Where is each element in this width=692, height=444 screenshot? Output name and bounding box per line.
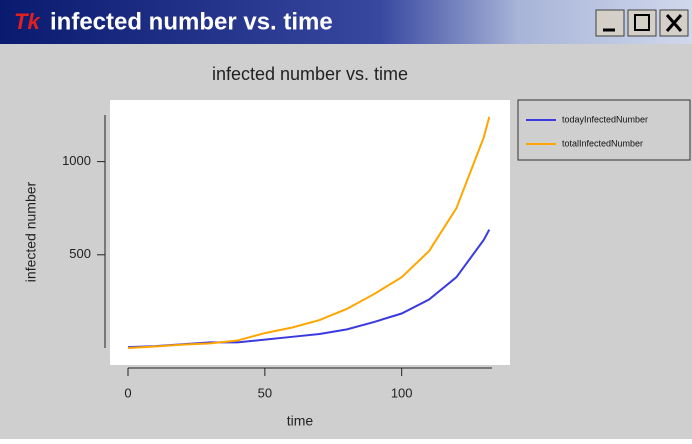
series-line [127,116,491,349]
legend-label: todayInfectedNumber [562,114,648,124]
app-icon: Tk [14,9,41,34]
plot-area [110,100,510,365]
x-tick-label: 0 [124,385,131,400]
title-bar [0,0,692,44]
chart-title: infected number vs. time [212,64,408,84]
window-buttons [595,9,689,37]
y-axis-label: infected number [23,181,39,282]
x-axis-label: time [287,413,314,429]
x-tick-label: 100 [391,385,413,400]
x-tick-label: 50 [258,385,272,400]
legend [517,99,691,161]
y-tick-label: 500 [69,246,91,261]
minimize-button[interactable] [595,9,625,37]
maximize-button[interactable] [627,9,657,37]
maximize-icon [634,14,650,31]
close-icon [665,14,683,32]
y-tick-label: 1000 [62,153,91,168]
legend-label: totalInfectedNumber [562,138,643,148]
window-title: infected number vs. time [50,8,333,35]
